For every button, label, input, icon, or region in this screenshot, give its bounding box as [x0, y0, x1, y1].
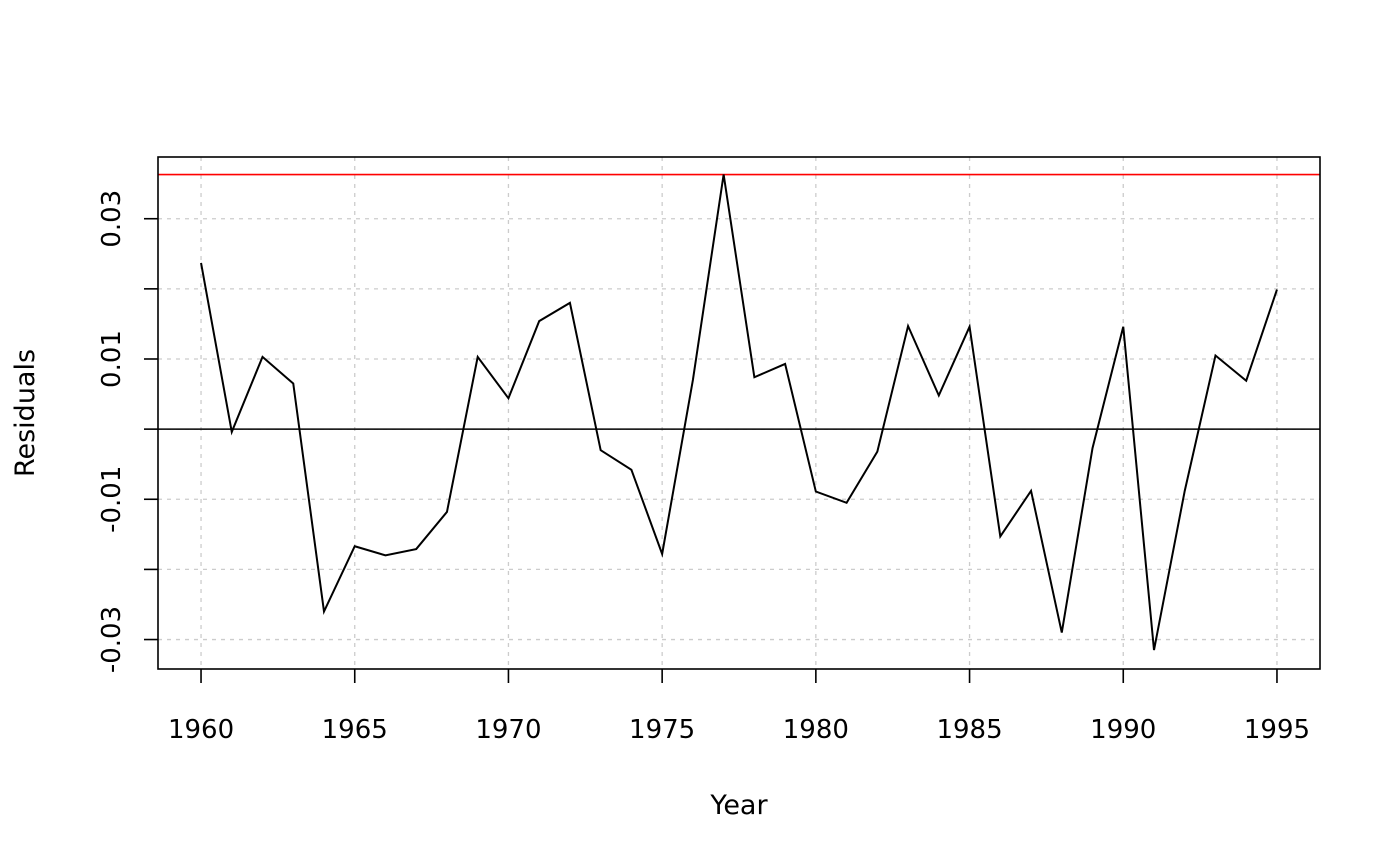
grid-lines	[158, 157, 1320, 669]
y-tick-label: 0.03	[97, 190, 127, 248]
x-tick-label: 1960	[168, 715, 234, 745]
x-tick-label: 1995	[1244, 715, 1310, 745]
x-tick-label: 1980	[783, 715, 849, 745]
x-axis-label: Year	[709, 790, 768, 821]
x-tick-label: 1965	[322, 715, 388, 745]
y-axis-label: Residuals	[10, 349, 41, 477]
reference-lines	[158, 173, 1320, 430]
series-layer	[200, 174, 1278, 651]
x-tick-label: 1975	[629, 715, 695, 745]
x-axis: 1960 1965 1970 1975 1980 1985 1990 1995	[168, 669, 1310, 745]
y-axis: -0.03 -0.01 0.01 0.03	[97, 190, 158, 673]
y-tick-label: -0.01	[97, 466, 127, 533]
series-line	[200, 174, 1278, 651]
y-tick-label: -0.03	[97, 606, 127, 673]
y-tick-label: 0.01	[97, 330, 127, 388]
plot-frame	[157, 156, 1321, 670]
x-tick-label: 1970	[475, 715, 541, 745]
x-tick-label: 1990	[1090, 715, 1156, 745]
x-tick-label: 1985	[936, 715, 1002, 745]
